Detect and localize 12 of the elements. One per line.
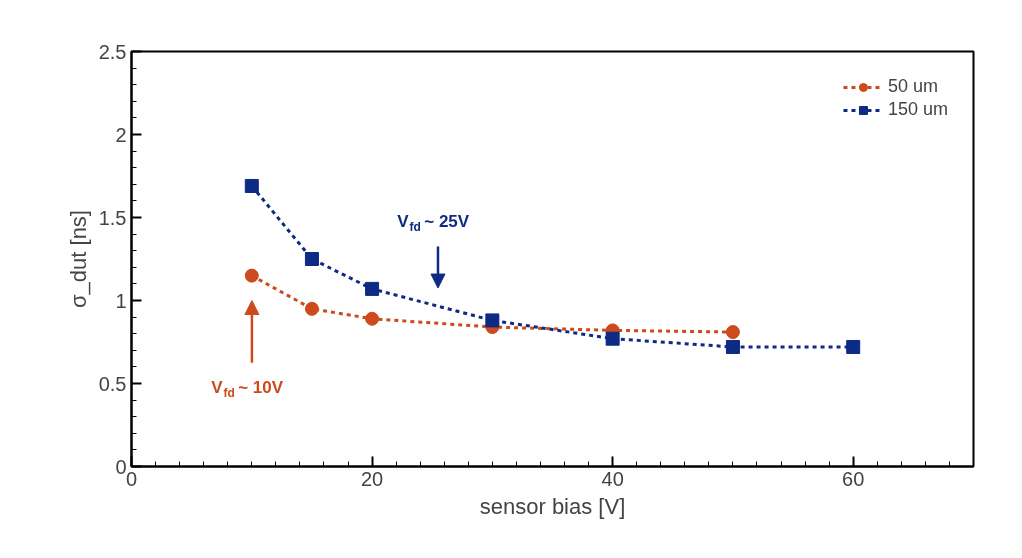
x-tick-label: 60 [842,467,865,490]
x-tick-label: 20 [360,467,384,490]
y-tick-label: 0.5 [98,372,127,395]
x-axis-title: sensor bias [V] [479,493,626,519]
y-axis-title: σ_dut [ns] [65,210,91,308]
y-tick-label: 2.5 [98,40,127,63]
y-tick-label: 1.5 [98,206,127,229]
y-tick-label: 2 [115,123,127,146]
legend-label: 150 um [887,99,948,120]
x-tick-label: 40 [601,467,624,490]
y-tick-label: 1 [115,289,127,312]
legend-label: 50 um [887,76,938,97]
